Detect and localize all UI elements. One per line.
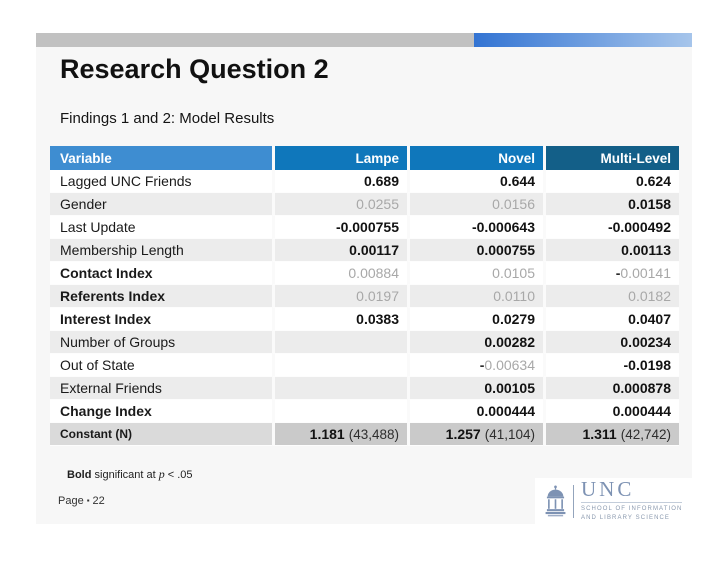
column-header-multilevel: Multi-Level — [543, 146, 679, 170]
cell-value: 0.00884 — [272, 262, 407, 285]
cell-value: 1.257 (41,104) — [407, 423, 543, 446]
cell-value: 0.689 — [272, 170, 407, 193]
cell-value: 0.0105 — [407, 262, 543, 285]
table-row: Change Index 0.000444 0.000444 — [50, 400, 679, 423]
logo-school-line1: SCHOOL OF INFORMATION — [581, 506, 683, 513]
presentation-slide: Research Question 2 Findings 1 and 2: Mo… — [36, 33, 692, 524]
topbar-gray-segment — [36, 33, 474, 47]
unc-logo: UNC SCHOOL OF INFORMATION AND LIBRARY SC… — [535, 478, 692, 524]
topbar-blue-segment — [474, 33, 692, 47]
row-label: Out of State — [50, 354, 272, 377]
page-label: Page — [58, 495, 84, 507]
table-row: Last Update -0.000755 -0.000643 -0.000492 — [50, 216, 679, 239]
cell-value: 1.181 (43,488) — [272, 423, 407, 446]
row-label: Referents Index — [50, 285, 272, 308]
cell-value: 0.0182 — [543, 285, 679, 308]
cell-value: 0.0383 — [272, 308, 407, 331]
cell-value — [272, 354, 407, 377]
cell-value: 0.00117 — [272, 239, 407, 262]
table-row: Lagged UNC Friends 0.689 0.644 0.624 — [50, 170, 679, 193]
results-table: Variable Lampe Novel Multi-Level Lagged … — [50, 146, 679, 446]
cell-value: 0.0158 — [543, 193, 679, 216]
cell-value: 0.0279 — [407, 308, 543, 331]
table-row: Referents Index 0.0197 0.0110 0.0182 — [50, 285, 679, 308]
cell-value: 1.311 (42,742) — [543, 423, 679, 446]
logo-school-name: SCHOOL OF INFORMATION AND LIBRARY SCIENC… — [581, 502, 683, 522]
slide-subtitle: Findings 1 and 2: Model Results — [60, 110, 275, 127]
logo-divider — [573, 484, 574, 518]
page-number-value: 22 — [92, 495, 105, 507]
table-header-row: Variable Lampe Novel Multi-Level — [50, 146, 679, 170]
footnote-bold-word: Bold — [67, 469, 92, 481]
cell-value: 0.624 — [543, 170, 679, 193]
logo-text: UNC SCHOOL OF INFORMATION AND LIBRARY SC… — [581, 477, 683, 522]
cell-value: 0.00113 — [543, 239, 679, 262]
slide-top-accent-bar — [36, 33, 692, 47]
table-row: Out of State -0.00634 -0.0198 — [50, 354, 679, 377]
cell-value — [272, 331, 407, 354]
table-row: Membership Length 0.00117 0.000755 0.00113 — [50, 239, 679, 262]
row-label: Contact Index — [50, 262, 272, 285]
cell-value: 0.0255 — [272, 193, 407, 216]
cell-value: 0.644 — [407, 170, 543, 193]
table-row: External Friends 0.00105 0.000878 — [50, 377, 679, 400]
old-well-icon — [545, 485, 566, 517]
table-row: Interest Index 0.0383 0.0279 0.0407 — [50, 308, 679, 331]
footnote-text: significant at — [91, 469, 159, 481]
cell-value: 0.000444 — [543, 400, 679, 423]
table-row: Contact Index 0.00884 0.0105-0.00141 — [50, 262, 679, 285]
cell-value: 0.00234 — [543, 331, 679, 354]
row-label: Gender — [50, 193, 272, 216]
cell-value: -0.000643 — [407, 216, 543, 239]
cell-value: -0.00634 — [407, 354, 543, 377]
column-header-variable: Variable — [50, 146, 272, 170]
cell-value: -0.00141 — [543, 262, 679, 285]
page-number: Page ▪ 22 — [58, 495, 105, 507]
cell-value: 0.000755 — [407, 239, 543, 262]
cell-value: 0.000444 — [407, 400, 543, 423]
row-label: Interest Index — [50, 308, 272, 331]
row-label: Membership Length — [50, 239, 272, 262]
footnote-p-symbol: p — [158, 467, 165, 481]
cell-value: 0.000878 — [543, 377, 679, 400]
cell-value: -0.000492 — [543, 216, 679, 239]
cell-value: -0.0198 — [543, 354, 679, 377]
cell-value: -0.000755 — [272, 216, 407, 239]
page-bullet: ▪ — [86, 496, 90, 505]
cell-value: 0.00105 — [407, 377, 543, 400]
row-label: Last Update — [50, 216, 272, 239]
cell-value: 0.0197 — [272, 285, 407, 308]
significance-footnote: Bold significant at p < .05 — [67, 467, 193, 482]
table-row: Constant (N) 1.181 (43,488) 1.257 (41,104) 1.… — [50, 423, 679, 446]
column-header-lampe: Lampe — [272, 146, 407, 170]
column-header-novel: Novel — [407, 146, 543, 170]
table-body: Lagged UNC Friends 0.689 0.644 0.624 Gender 0… — [50, 170, 679, 446]
logo-school-line2: AND LIBRARY SCIENCE — [581, 515, 671, 521]
cell-value — [272, 400, 407, 423]
logo-unc-wordmark: UNC — [581, 477, 635, 502]
cell-value: 0.0407 — [543, 308, 679, 331]
slide-title: Research Question 2 — [60, 54, 329, 84]
cell-value — [272, 377, 407, 400]
row-label: Constant (N) — [50, 423, 272, 446]
cell-value: 0.0110 — [407, 285, 543, 308]
cell-value: 0.00282 — [407, 331, 543, 354]
cell-value: 0.0156 — [407, 193, 543, 216]
row-label: Change Index — [50, 400, 272, 423]
footnote-tail: < .05 — [164, 469, 193, 481]
table-row: Number of Groups 0.00282 0.00234 — [50, 331, 679, 354]
row-label: External Friends — [50, 377, 272, 400]
row-label: Number of Groups — [50, 331, 272, 354]
table-row: Gender 0.0255 0.0156 0.0158 — [50, 193, 679, 216]
row-label: Lagged UNC Friends — [50, 170, 272, 193]
